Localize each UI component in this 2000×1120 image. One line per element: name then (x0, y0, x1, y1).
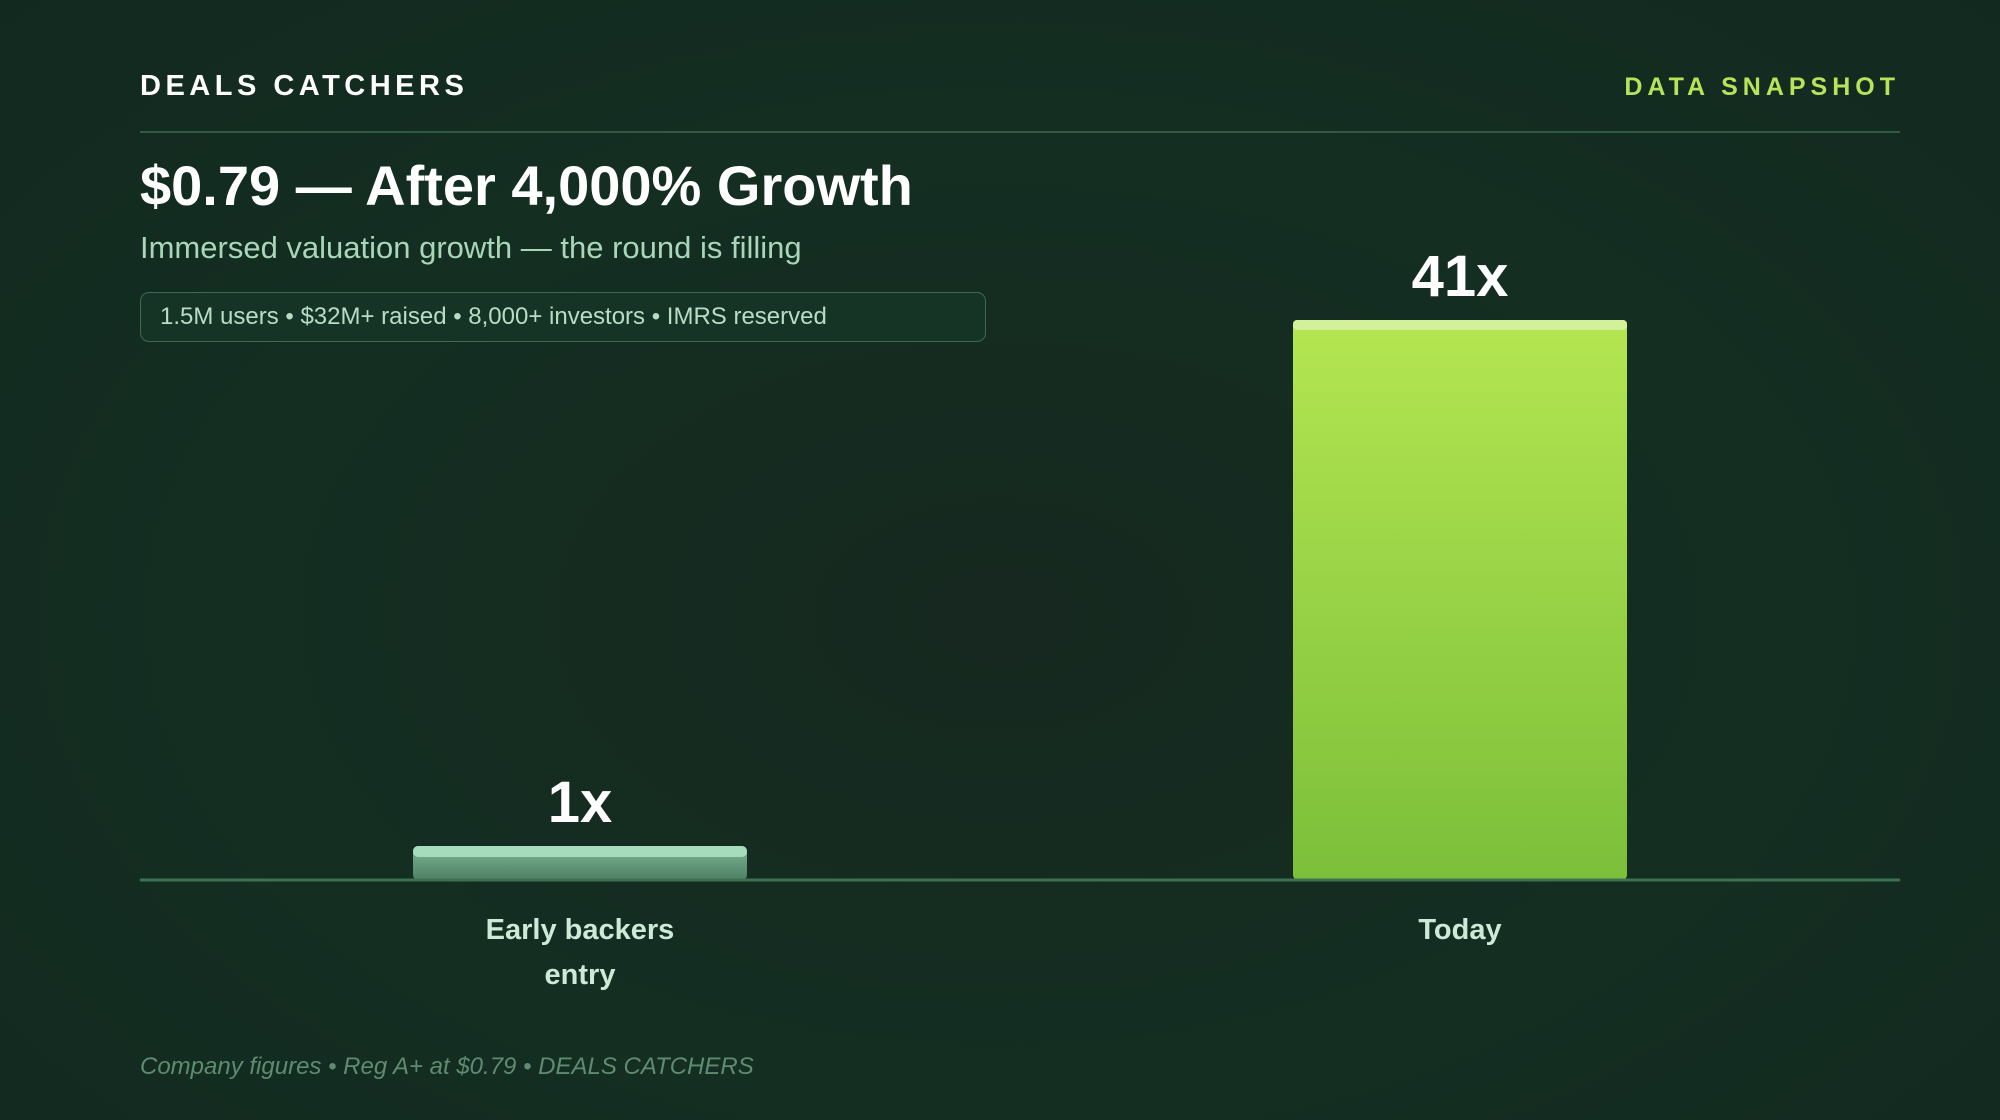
category-label-0-1: entry (545, 959, 616, 991)
stats-pill: 1.5M users • $32M+ raised • 8,000+ inves… (140, 292, 986, 342)
bar-today-cap (1293, 320, 1627, 330)
snapshot-tag: DATA SNAPSHOT (1624, 73, 1900, 101)
bar-today (1293, 320, 1627, 880)
footer-note: Company figures • Reg A+ at $0.79 • DEAL… (140, 1053, 754, 1080)
bar-group-0: 1x Early backers entry (413, 770, 747, 991)
brand-name: DEALS CATCHERS (140, 70, 469, 102)
bar-group-1: 41x Today (1293, 244, 1627, 946)
category-label-0-0: Early backers (486, 914, 675, 946)
bar-early-backers-cap (413, 846, 747, 857)
bar-value-label-1: 41x (1412, 244, 1509, 309)
chart-title: $0.79 — After 4,000% Growth (140, 154, 913, 217)
header-divider (140, 131, 1900, 133)
chart-subtitle: Immersed valuation growth — the round is… (140, 230, 802, 265)
category-label-1-0: Today (1418, 914, 1501, 946)
bar-value-label-0: 1x (548, 770, 613, 835)
